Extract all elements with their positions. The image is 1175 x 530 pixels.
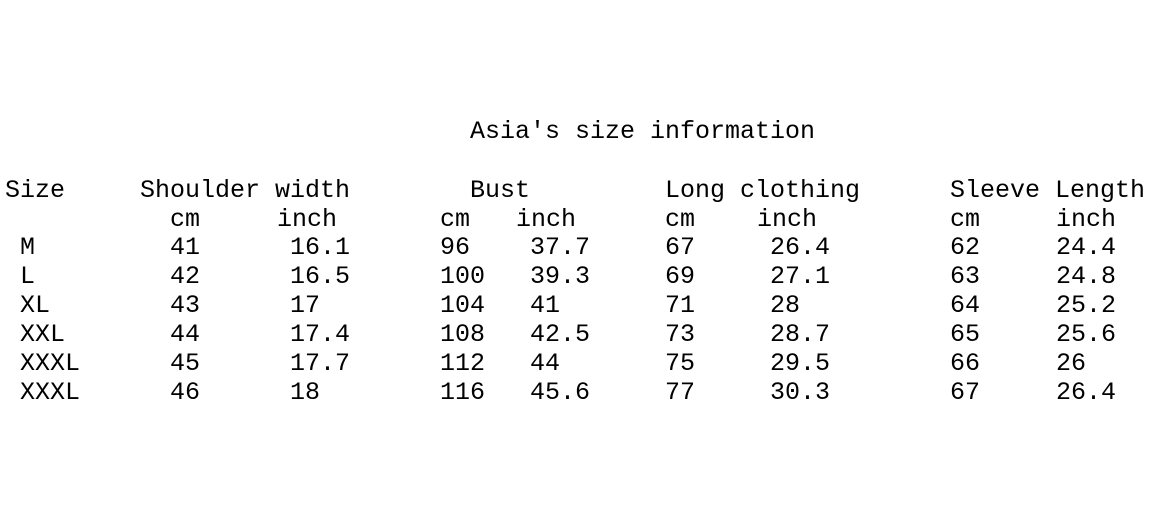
- cell-shoulder-cm: 44: [170, 320, 201, 349]
- cell-size: L: [20, 262, 36, 291]
- cell-sleeve-cm: 64: [950, 291, 981, 320]
- cell-long-cm: 77: [665, 378, 696, 407]
- cell-shoulder-in: 16.1: [290, 233, 351, 262]
- cell-shoulder-in: 17: [290, 291, 321, 320]
- cell-long-cm: 71: [665, 291, 696, 320]
- cell-long-cm: 75: [665, 349, 696, 378]
- cell-bust-cm: 96: [440, 233, 471, 262]
- header-bust: Bust: [470, 176, 531, 205]
- cell-size: XL: [20, 291, 51, 320]
- cell-sleeve-cm: 63: [950, 262, 981, 291]
- cell-long-in: 28.7: [770, 320, 831, 349]
- cell-bust-cm: 104: [440, 291, 486, 320]
- unit-bust-cm: cm: [440, 205, 471, 234]
- page-title: Asia's size information: [470, 117, 816, 146]
- cell-sleeve-cm: 67: [950, 378, 981, 407]
- cell-long-cm: 69: [665, 262, 696, 291]
- header-long-clothing: Long clothing: [665, 176, 861, 205]
- cell-bust-in: 37.7: [530, 233, 591, 262]
- cell-long-in: 26.4: [770, 233, 831, 262]
- cell-shoulder-cm: 45: [170, 349, 201, 378]
- header-sleeve-length: Sleeve Length: [950, 176, 1146, 205]
- cell-size: XXXL: [20, 378, 81, 407]
- cell-shoulder-cm: 46: [170, 378, 201, 407]
- cell-size: XXL: [20, 320, 66, 349]
- cell-bust-cm: 100: [440, 262, 486, 291]
- cell-sleeve-cm: 62: [950, 233, 981, 262]
- unit-bust-inch: inch: [516, 205, 577, 234]
- cell-size: XXXL: [20, 349, 81, 378]
- cell-sleeve-in: 25.6: [1056, 320, 1117, 349]
- cell-bust-cm: 116: [440, 378, 486, 407]
- cell-shoulder-in: 18: [290, 378, 321, 407]
- cell-long-in: 29.5: [770, 349, 831, 378]
- header-size: Size: [5, 176, 66, 205]
- cell-long-in: 30.3: [770, 378, 831, 407]
- cell-shoulder-cm: 42: [170, 262, 201, 291]
- unit-shoulder-inch: inch: [277, 205, 338, 234]
- unit-long-cm: cm: [665, 205, 696, 234]
- cell-bust-cm: 108: [440, 320, 486, 349]
- cell-long-cm: 67: [665, 233, 696, 262]
- cell-bust-cm: 112: [440, 349, 486, 378]
- header-shoulder-width: Shoulder width: [140, 176, 351, 205]
- unit-shoulder-cm: cm: [170, 205, 201, 234]
- cell-sleeve-in: 24.4: [1056, 233, 1117, 262]
- cell-shoulder-cm: 43: [170, 291, 201, 320]
- unit-long-inch: inch: [757, 205, 818, 234]
- cell-bust-in: 39.3: [530, 262, 591, 291]
- cell-bust-in: 42.5: [530, 320, 591, 349]
- cell-sleeve-in: 26.4: [1056, 378, 1117, 407]
- unit-sleeve-cm: cm: [950, 205, 981, 234]
- cell-sleeve-in: 26: [1056, 349, 1087, 378]
- cell-bust-in: 41: [530, 291, 561, 320]
- cell-size: M: [20, 233, 36, 262]
- cell-sleeve-in: 25.2: [1056, 291, 1117, 320]
- unit-sleeve-inch: inch: [1056, 205, 1117, 234]
- cell-sleeve-cm: 66: [950, 349, 981, 378]
- cell-long-in: 28: [770, 291, 801, 320]
- cell-long-in: 27.1: [770, 262, 831, 291]
- cell-shoulder-in: 16.5: [290, 262, 351, 291]
- cell-bust-in: 44: [530, 349, 561, 378]
- cell-sleeve-cm: 65: [950, 320, 981, 349]
- cell-shoulder-in: 17.7: [290, 349, 351, 378]
- cell-sleeve-in: 24.8: [1056, 262, 1117, 291]
- cell-shoulder-in: 17.4: [290, 320, 351, 349]
- cell-shoulder-cm: 41: [170, 233, 201, 262]
- cell-bust-in: 45.6: [530, 378, 591, 407]
- cell-long-cm: 73: [665, 320, 696, 349]
